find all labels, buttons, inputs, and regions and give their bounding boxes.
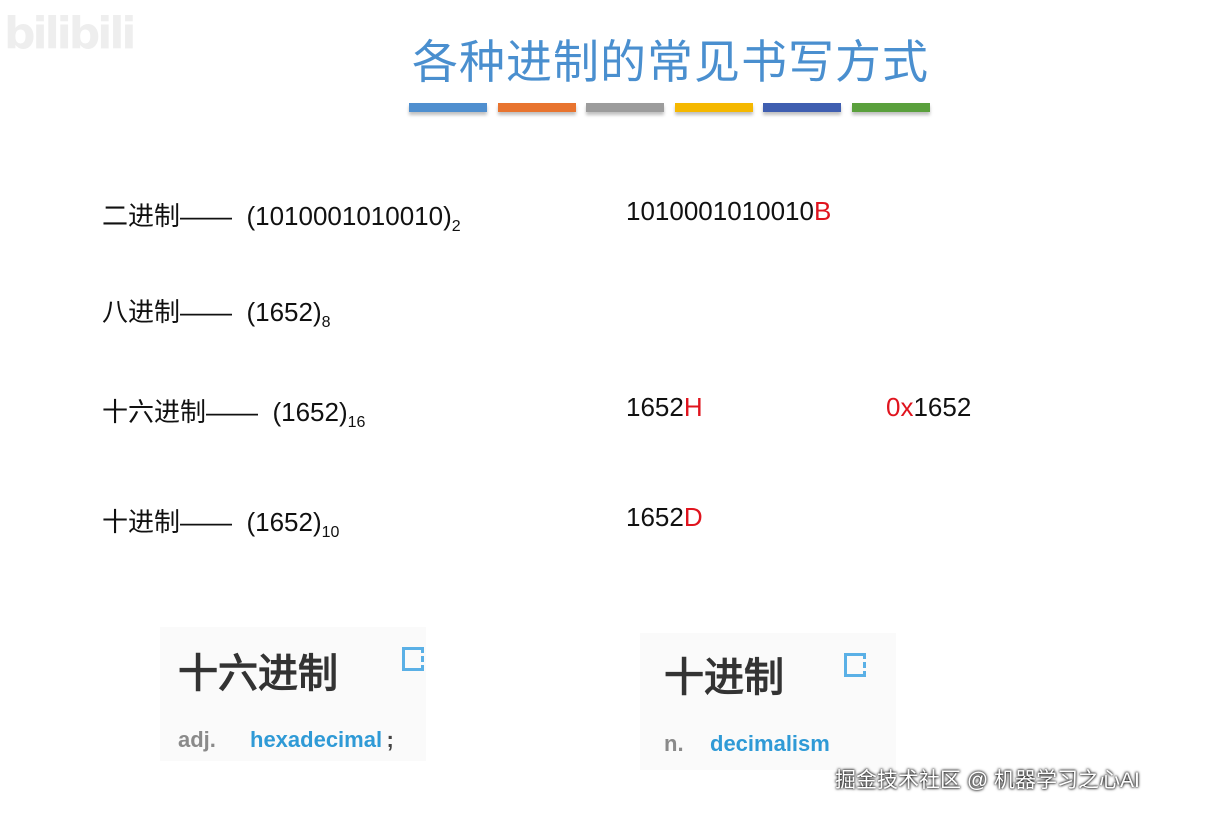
dictionary-card-hex: 十六进制 adj. hexadecimal ; [160, 627, 426, 761]
row-binary: 二进制—— (1010001010010)2 [102, 196, 461, 236]
row-value: (1010001010010) [246, 201, 452, 231]
slide-title: 各种进制的常见书写方式 [412, 36, 929, 88]
title-color-bar [763, 103, 841, 112]
bilibili-logo-watermark: bilibili [4, 8, 136, 59]
title-color-bar [851, 103, 930, 112]
title-color-bar [409, 103, 487, 112]
title-color-bar [586, 103, 664, 112]
card-pos: adj. [178, 727, 216, 752]
row-base: 16 [347, 414, 366, 431]
card-definition: decimalism [710, 731, 830, 756]
row-value: (1652) [246, 297, 322, 327]
alt-value: 1652 [913, 392, 972, 422]
source-watermark: 掘金技术社区 @ 机器学习之心AI [835, 769, 1140, 792]
alt-suffix: H [683, 392, 703, 422]
dictionary-card-decimal: 十进制 n. decimalism [640, 633, 896, 770]
card-pos: n. [664, 731, 684, 756]
row-decimal: 十进制—— (1652)10 [102, 502, 339, 542]
card-term: 十进制 [664, 656, 784, 700]
title-color-bar [497, 103, 576, 112]
alt-value: 1652 [626, 392, 684, 422]
row-base: 8 [321, 314, 331, 331]
add-to-wordbook-icon[interactable] [402, 647, 424, 671]
alt-prefix: 0x [886, 392, 914, 422]
hex-alt-h: 1652H [626, 392, 703, 423]
row-value: (1652) [272, 397, 348, 427]
alt-value: 1652 [626, 502, 684, 532]
row-label: 十进制—— [102, 507, 233, 537]
row-hex: 十六进制—— (1652)16 [102, 392, 365, 432]
title-color-bar [674, 103, 753, 112]
card-definition: hexadecimal [250, 727, 383, 752]
alt-suffix: D [683, 502, 703, 532]
add-to-wordbook-icon[interactable] [844, 653, 866, 677]
row-base: 10 [321, 524, 340, 541]
alt-value: 1010001010010 [626, 196, 814, 226]
row-label: 十六进制—— [102, 397, 259, 427]
binary-alt: 1010001010010B [626, 196, 831, 227]
row-label: 二进制—— [102, 201, 233, 231]
alt-suffix: B [813, 196, 832, 226]
hex-alt-0x: 0x1652 [886, 392, 971, 423]
row-octal: 八进制—— (1652)8 [102, 292, 331, 332]
card-separator: ; [386, 727, 394, 752]
row-base: 2 [451, 218, 461, 235]
card-term: 十六进制 [178, 652, 338, 696]
row-value: (1652) [246, 507, 322, 537]
row-label: 八进制—— [102, 297, 233, 327]
decimal-alt: 1652D [626, 502, 703, 533]
